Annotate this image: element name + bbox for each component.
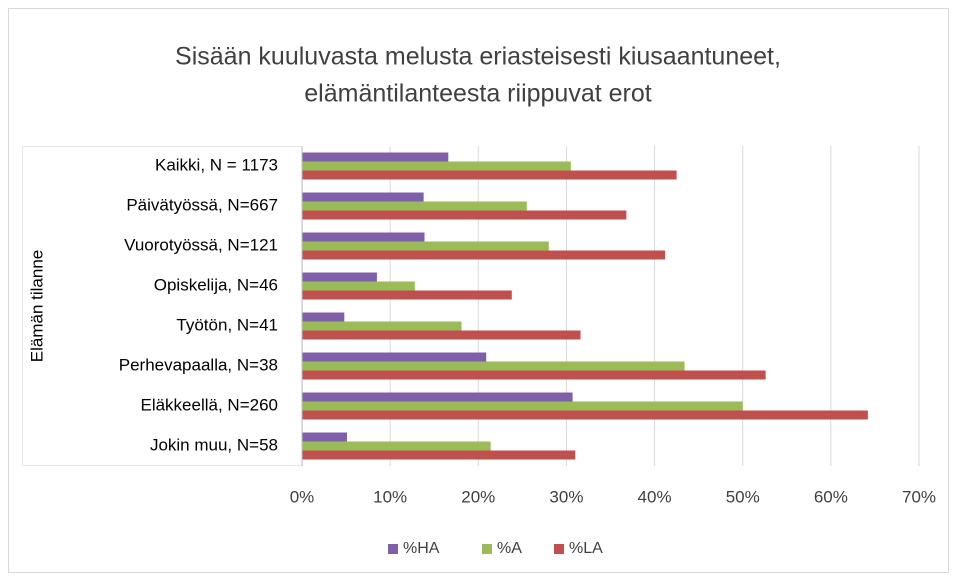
bar xyxy=(302,281,415,291)
legend-label: %LA xyxy=(569,540,603,557)
y-axis-label: Elämän tilanne xyxy=(27,250,46,362)
bar xyxy=(302,241,549,251)
y-tick-label: Jokin muu, N=58 xyxy=(150,435,278,454)
bar xyxy=(302,352,487,362)
y-tick-label: Vuorotyössä, N=121 xyxy=(124,235,278,254)
bar xyxy=(302,290,512,300)
legend-swatch xyxy=(554,544,564,554)
x-tick-label: 70% xyxy=(902,487,936,506)
bar xyxy=(302,201,527,211)
bar xyxy=(302,232,425,242)
legend-swatch xyxy=(482,544,492,554)
x-tick-label: 50% xyxy=(726,487,760,506)
bar xyxy=(302,192,424,202)
bar xyxy=(302,170,677,180)
y-tick-label: Kaikki, N = 1173 xyxy=(155,155,278,174)
bar xyxy=(302,161,571,171)
bar xyxy=(302,432,347,442)
x-tick-label: 10% xyxy=(373,487,407,506)
legend-swatch xyxy=(388,544,398,554)
bar xyxy=(302,392,573,402)
x-tick-label: 40% xyxy=(638,487,672,506)
bar xyxy=(302,441,491,451)
bar xyxy=(302,272,377,282)
bar xyxy=(302,330,581,340)
bar xyxy=(302,210,627,220)
bar xyxy=(302,361,685,371)
bar xyxy=(302,410,868,420)
bar xyxy=(302,250,666,260)
bar xyxy=(302,401,743,411)
x-tick-label: 60% xyxy=(814,487,848,506)
y-tick-label: Opiskelija, N=46 xyxy=(154,275,278,294)
bar xyxy=(302,312,345,322)
y-tick-label: Työtön, N=41 xyxy=(176,315,278,334)
x-tick-label: 20% xyxy=(461,487,495,506)
bar xyxy=(302,450,576,460)
bar xyxy=(302,321,462,331)
bar xyxy=(302,152,449,162)
y-tick-label: Perhevapaalla, N=38 xyxy=(119,355,278,374)
legend-label: %HA xyxy=(403,540,440,557)
legend-label: %A xyxy=(497,540,522,557)
bar xyxy=(302,370,766,380)
chart-title: Sisään kuuluvasta melusta eriasteisesti … xyxy=(175,43,781,71)
y-tick-label: Eläkkeellä, N=260 xyxy=(140,395,278,414)
y-tick-label: Päivätyössä, N=667 xyxy=(126,195,278,214)
label-area xyxy=(22,146,303,466)
x-tick-label: 30% xyxy=(549,487,583,506)
x-tick-label: 0% xyxy=(290,487,315,506)
chart-title: elämäntilanteesta riippuvat erot xyxy=(304,80,651,108)
